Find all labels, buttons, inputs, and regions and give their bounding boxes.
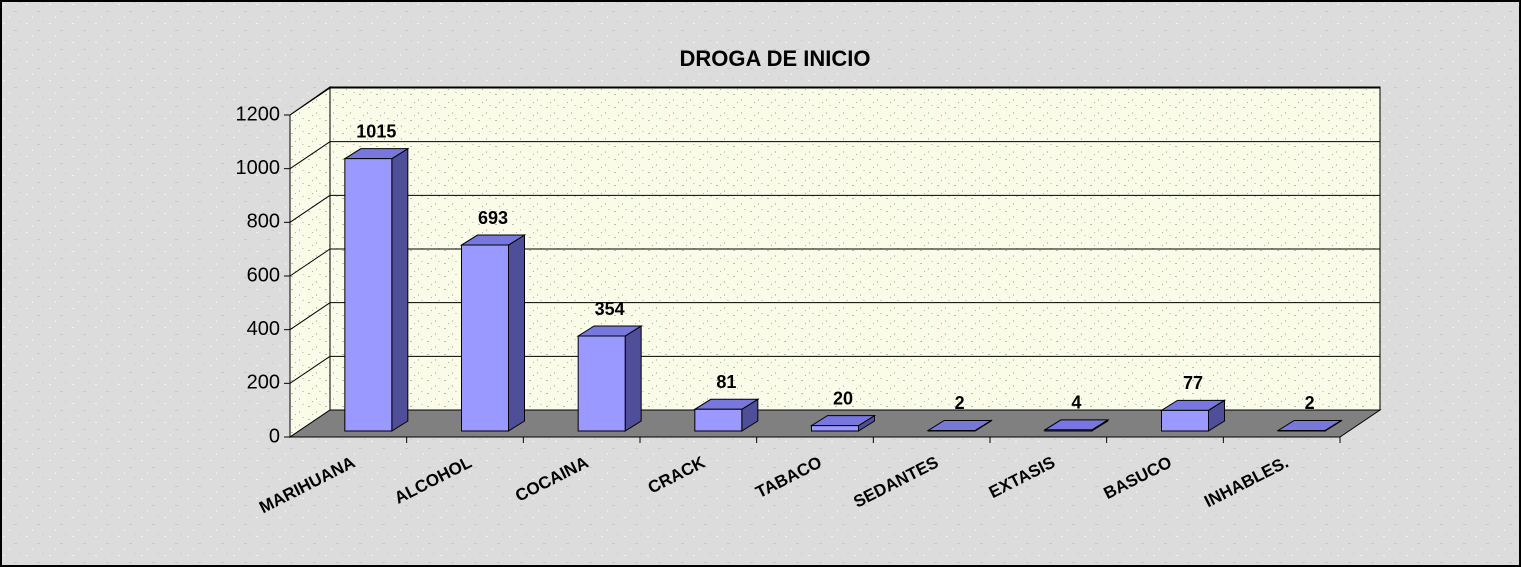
bar [343, 147, 410, 432]
value-label: 2 [1305, 393, 1315, 413]
y-tick-label: 1000 [236, 157, 281, 179]
value-label: 4 [1071, 393, 1081, 413]
y-tick-label: 200 [247, 372, 280, 394]
y-tick-label: 1200 [236, 103, 281, 125]
bar-face [461, 244, 509, 432]
bar [693, 398, 760, 432]
bar [576, 325, 643, 432]
bar-face [1044, 429, 1093, 432]
bar-face [927, 429, 976, 432]
bar [1276, 419, 1343, 432]
value-label: 354 [595, 299, 625, 319]
bar-face [694, 408, 743, 432]
y-tick-label: 0 [269, 425, 280, 447]
bar-face [624, 325, 642, 432]
chart-title: DROGA DE INICIO [679, 46, 870, 71]
bar-face [391, 147, 409, 432]
bar-face [1161, 409, 1209, 432]
value-label: 77 [1183, 373, 1203, 393]
bar [1043, 419, 1110, 432]
value-label: 81 [716, 372, 736, 392]
grid-line [289, 141, 331, 170]
grid-line [289, 87, 331, 116]
bar [459, 234, 527, 432]
value-label: 20 [833, 388, 853, 408]
bar-face [508, 234, 525, 432]
bar-face [1277, 429, 1326, 432]
grid-line [289, 355, 331, 384]
value-label: 693 [478, 208, 508, 228]
y-tick-label: 400 [247, 318, 280, 340]
bar-face [811, 425, 859, 432]
bar [809, 414, 877, 432]
value-label: 1015 [356, 121, 396, 141]
y-tick-label: 800 [247, 211, 280, 233]
y-tick-label: 600 [247, 264, 280, 286]
bar-face [344, 158, 393, 432]
grid-line [289, 194, 331, 223]
value-label: 2 [955, 393, 965, 413]
grid-line [289, 248, 331, 277]
bar-face [577, 335, 626, 432]
bar [926, 419, 993, 432]
grid-line [289, 302, 331, 331]
bar [1159, 399, 1227, 432]
